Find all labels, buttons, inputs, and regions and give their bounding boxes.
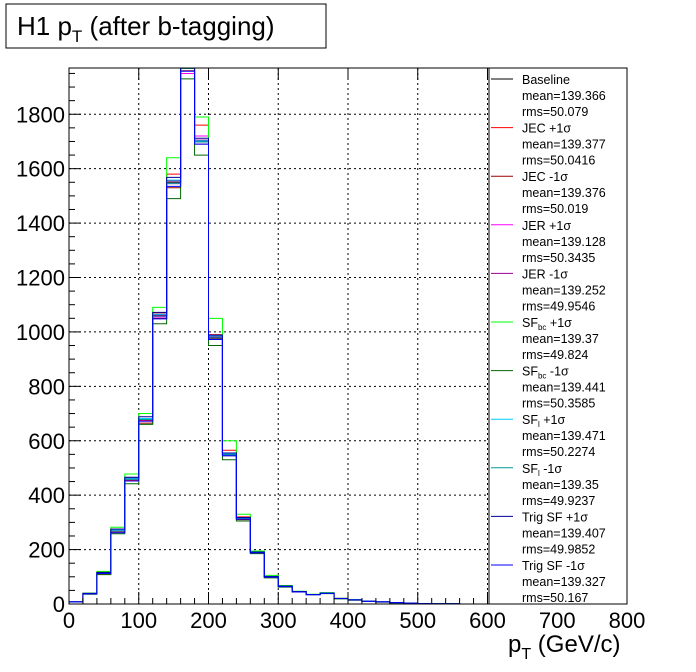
- legend: Baseline mean=139.366 rms=50.079 JEC +1σ mea…: [488, 67, 628, 605]
- x-tick-label: 300: [260, 608, 297, 633]
- legend-entry-mean: mean=139.366: [522, 89, 606, 103]
- x-axis-label-subscript: T: [521, 646, 531, 663]
- chart-title: H1 pT (after b-tagging): [17, 11, 275, 46]
- legend-entry-name: SFbc +1σ: [522, 316, 572, 332]
- legend-entry-rms: rms=49.9852: [522, 542, 595, 556]
- series-line: [68, 78, 488, 605]
- legend-entry-name: SFl +1σ: [522, 413, 565, 429]
- legend-entry-name: Baseline: [522, 73, 570, 87]
- x-tick-label: 400: [330, 608, 367, 633]
- x-tick-label: 600: [469, 608, 506, 633]
- title-frame: [5, 3, 327, 49]
- legend-entry-rms: rms=50.019: [522, 202, 588, 216]
- x-tick-label: 500: [399, 608, 436, 633]
- legend-entry-mean: mean=139.441: [522, 381, 606, 395]
- chart-title-subscript: T: [72, 27, 82, 46]
- legend-entry-name: Trig SF +1σ: [522, 510, 588, 524]
- x-axis-label: pT (GeV/c): [508, 631, 620, 663]
- legend-entry-rms: rms=50.167: [522, 591, 588, 605]
- legend-entry-rms: rms=49.9546: [522, 299, 595, 313]
- legend-entry-rms: rms=50.079: [522, 105, 588, 119]
- y-tick-label: 1800: [16, 102, 65, 127]
- legend-entry-mean: mean=139.35: [522, 478, 599, 492]
- x-tick-label: 0: [63, 608, 75, 633]
- y-tick-label: 200: [28, 538, 65, 563]
- y-tick-label: 1000: [16, 320, 65, 345]
- legend-entry-rms: rms=50.3435: [522, 251, 595, 265]
- legend-entry-rms: rms=49.9237: [522, 494, 595, 508]
- legend-entry-name: SFl -1σ: [522, 462, 562, 478]
- legend-entry-mean: mean=139.407: [522, 526, 606, 540]
- x-tick-label: 800: [609, 608, 646, 633]
- y-tick-label: 1200: [16, 266, 65, 291]
- legend-entry-mean: mean=139.128: [522, 235, 606, 249]
- legend-entry-mean: mean=139.377: [522, 138, 606, 152]
- x-tick-label: 200: [190, 608, 227, 633]
- legend-entry-rms: rms=49.824: [522, 348, 588, 362]
- legend-entry-mean: mean=139.37: [522, 332, 599, 346]
- legend-entry-name: JEC -1σ: [522, 170, 568, 184]
- x-tick-label: 100: [120, 608, 157, 633]
- legend-entry-mean: mean=139.376: [522, 186, 606, 200]
- legend-entry-rms: rms=50.2274: [522, 445, 595, 459]
- legend-entry-name: JER -1σ: [522, 267, 568, 281]
- y-tick-label: 1600: [16, 157, 65, 182]
- legend-box: [488, 67, 628, 605]
- y-tick-label: 600: [28, 429, 65, 454]
- title-box: H1 pT (after b-tagging): [5, 3, 327, 49]
- legend-entry-name: JEC +1σ: [522, 122, 571, 136]
- legend-entry-name: Trig SF -1σ: [522, 559, 585, 573]
- x-tick-label: 700: [539, 608, 576, 633]
- legend-entry-mean: mean=139.471: [522, 429, 606, 443]
- chart-title-suffix: (after b-tagging): [82, 11, 274, 41]
- x-axis-label-suffix: (GeV/c): [531, 631, 620, 658]
- legend-entry-rms: rms=50.3585: [522, 397, 595, 411]
- legend-entry-name: JER +1σ: [522, 219, 571, 233]
- y-tick-label: 0: [53, 592, 65, 617]
- legend-entry-mean: mean=139.327: [522, 575, 606, 589]
- legend-entry-mean: mean=139.252: [522, 283, 606, 297]
- legend-entry-name: SFbc -1σ: [522, 365, 569, 381]
- y-tick-label: 400: [28, 483, 65, 508]
- y-tick-label: 1400: [16, 211, 65, 236]
- y-tick-label: 800: [28, 374, 65, 399]
- legend-entry-rms: rms=50.0416: [522, 154, 595, 168]
- axes: 0 100 200 300 400 500 600 700 800 0 200 400 600 800 10…: [16, 67, 646, 633]
